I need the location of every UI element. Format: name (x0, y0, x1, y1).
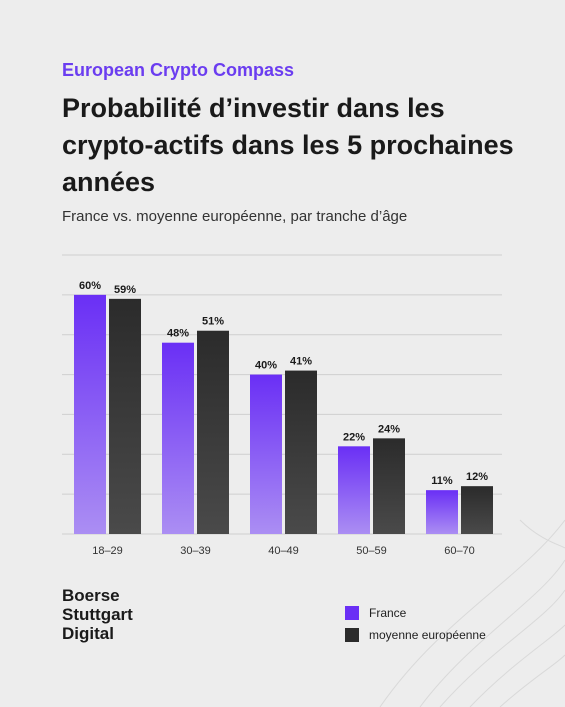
x-tick-label: 50–59 (356, 545, 387, 557)
data-label-france: 11% (431, 475, 453, 487)
bar-europe (197, 330, 229, 534)
chart-legend: France moyenne européenne (345, 606, 486, 650)
bar-france (162, 342, 194, 534)
data-label-france: 48% (167, 328, 189, 340)
legend-swatch-france (345, 606, 359, 620)
bar-france (250, 374, 282, 534)
x-tick-label: 18–29 (92, 545, 123, 557)
legend-label-france: France (369, 606, 407, 620)
x-tick-label: 30–39 (180, 545, 211, 557)
bar-europe (373, 438, 405, 534)
bar-europe (285, 370, 317, 534)
bar-france (338, 446, 370, 534)
brand-logo: Boerse Stuttgart Digital (62, 586, 133, 643)
kicker-title: European Crypto Compass (62, 60, 295, 80)
logo-line-1: Boerse (62, 586, 120, 605)
logo-line-3: Digital (62, 624, 114, 643)
bar-france (426, 490, 458, 534)
bar-europe (461, 486, 493, 534)
x-tick-label: 40–49 (268, 545, 299, 557)
legend-item-europe: moyenne européenne (345, 628, 486, 642)
subtitle: France vs. moyenne européenne, par tranc… (62, 208, 408, 225)
page-title: Probabilité d’investir dans les crypto-a… (62, 93, 514, 197)
data-label-europe: 24% (378, 423, 400, 435)
data-label-france: 22% (343, 431, 365, 443)
data-label-europe: 12% (466, 471, 488, 483)
data-label-europe: 51% (202, 316, 224, 328)
legend-label-europe: moyenne européenne (369, 628, 486, 642)
bar-europe (109, 298, 141, 534)
logo-line-2: Stuttgart (62, 605, 133, 624)
legend-item-france: France (345, 606, 486, 620)
data-label-france: 60% (79, 280, 101, 292)
legend-swatch-europe (345, 628, 359, 642)
x-tick-label: 60–70 (444, 545, 475, 557)
bar-france (74, 294, 106, 534)
data-label-europe: 59% (114, 284, 136, 296)
bar-chart: 60% 59% 18–29 48% 51% 30–39 40% 41% 40–49 22% 24% 5… (62, 254, 502, 557)
data-label-france: 40% (255, 360, 277, 372)
data-label-europe: 41% (290, 356, 312, 368)
